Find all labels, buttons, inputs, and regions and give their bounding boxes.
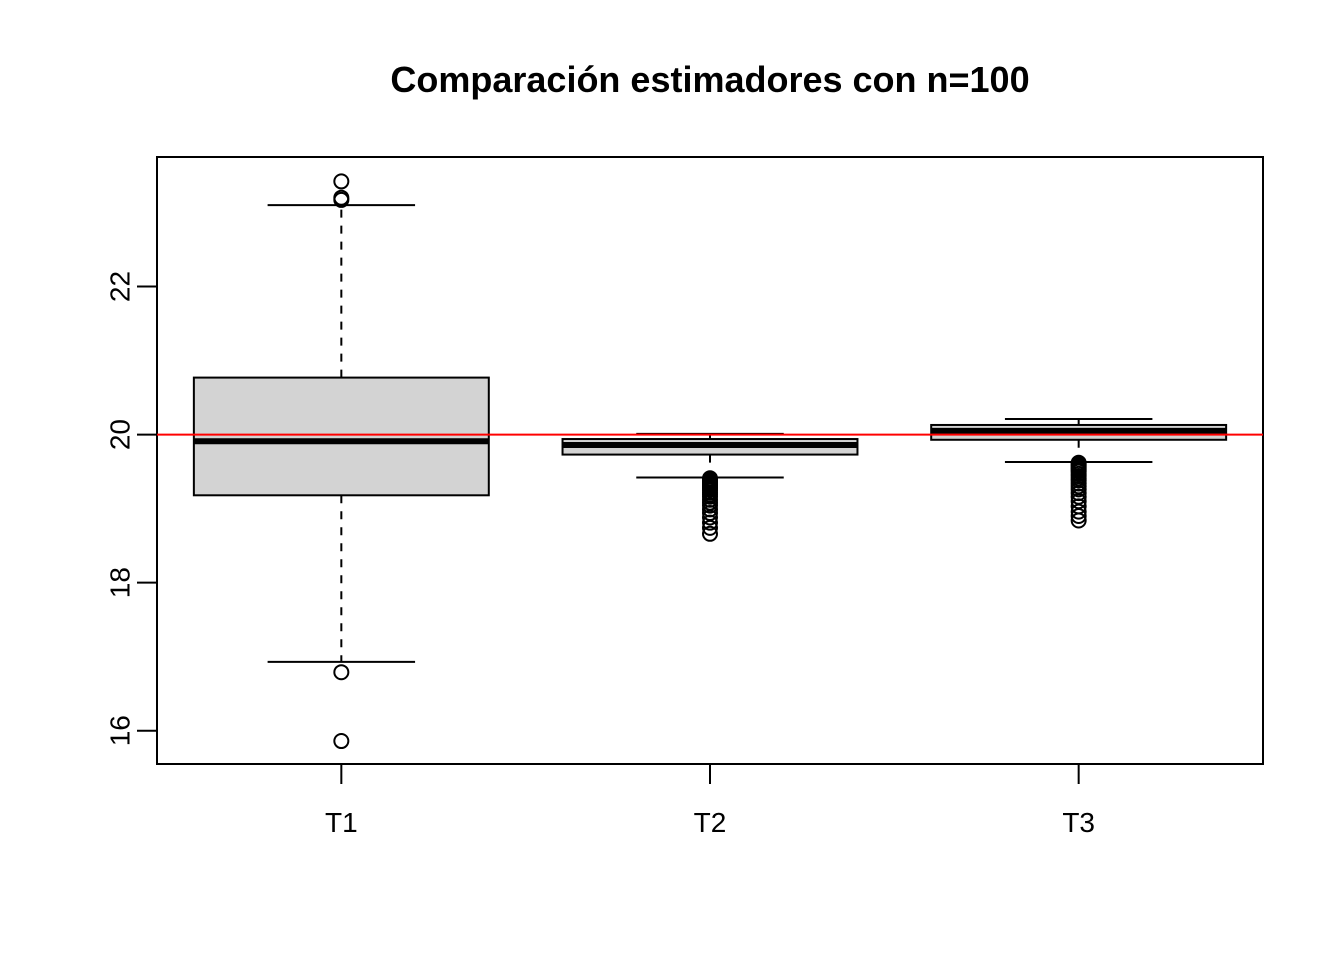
outlier-point [1070,503,1087,520]
outlier-point [702,509,718,526]
chart-title: Comparación estimadores con n=100 [390,59,1029,100]
y-tick-label: 16 [105,715,136,746]
outlier-point [1070,512,1087,529]
x-axis: T1 T2 T3 [325,764,1095,838]
outlier-point [1070,508,1087,525]
box-T2 [561,432,859,542]
x-tick-label: T2 [694,807,727,838]
x-tick-label: T1 [325,807,358,838]
y-axis: 16 18 20 22 [105,271,157,746]
box-iqr [192,376,490,497]
y-tick-label: 18 [105,567,136,598]
x-tick-label: T3 [1062,807,1095,838]
outlier-point [333,191,350,208]
outlier-point [333,173,350,190]
outlier-point [333,733,350,750]
outlier-point [702,514,718,531]
outlier-point [702,525,718,542]
outlier-point [333,664,350,681]
box-T3 [930,418,1228,529]
y-tick-label: 22 [105,271,136,302]
boxes [192,173,1228,750]
outlier-point [702,519,718,536]
box-T1 [192,173,490,750]
y-tick-label: 20 [105,419,136,450]
